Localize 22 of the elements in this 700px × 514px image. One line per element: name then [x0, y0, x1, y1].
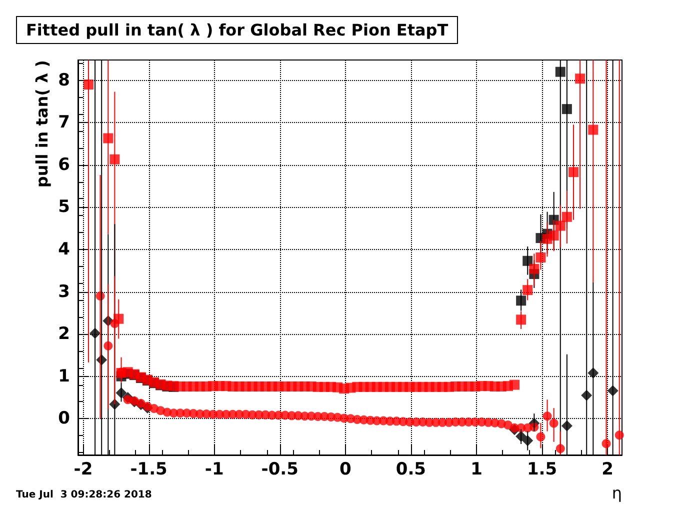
x-tick-label: 1.5: [526, 460, 558, 480]
y-tick-label: 2: [58, 324, 70, 344]
y-tick-label: 7: [58, 112, 70, 133]
chart-title: Fitted pull in tan( λ ) for Global Rec Pion EtapT: [26, 20, 448, 40]
y-tick-label: 6: [58, 154, 70, 175]
x-axis-title: η: [612, 484, 622, 502]
y-tick-label: 1: [58, 366, 70, 386]
x-tick-label: -1: [204, 460, 224, 480]
x-tick-label: -2: [74, 460, 93, 480]
y-axis-title: pull in tan( λ ): [32, 60, 52, 188]
y-tick-label: 8: [58, 70, 70, 90]
text: Tue Jul 3 09:28:26 2018: [16, 490, 152, 500]
x-tick-label: 0.5: [396, 460, 426, 480]
x-tick-label: 0: [339, 460, 352, 480]
y-tick-label: 0: [58, 408, 70, 429]
y-tick-label: 5: [58, 197, 70, 218]
y-tick-label: 3: [58, 282, 70, 302]
y-tick-label: 4: [58, 239, 70, 260]
x-tick-label: -0.5: [261, 460, 298, 480]
x-tick-label: 2: [602, 460, 614, 480]
x-tick-label: 1: [470, 460, 482, 480]
x-tick-label: -1.5: [130, 460, 168, 480]
